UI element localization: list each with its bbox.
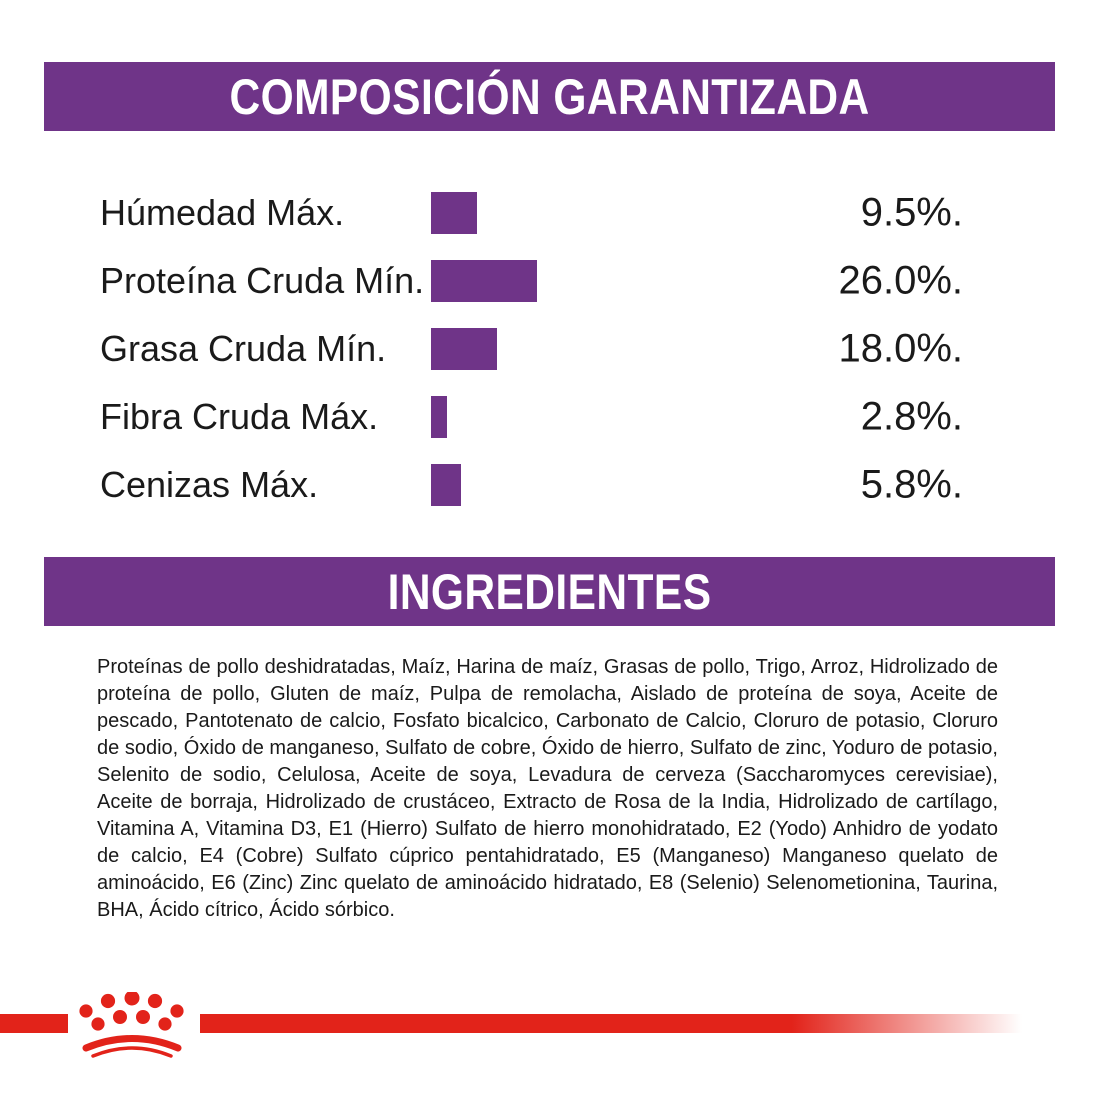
nutrient-label: Fibra Cruda Máx. <box>100 396 379 437</box>
table-row: Cenizas Máx. 5.8%. <box>0 451 1094 519</box>
table-row: Grasa Cruda Mín. 18.0%. <box>0 315 1094 383</box>
nutrient-bar <box>431 192 477 234</box>
nutrient-value: 9.5%. <box>860 190 963 235</box>
table-row: Húmedad Máx. 9.5%. <box>0 179 1094 247</box>
table-row: Fibra Cruda Máx. 2.8%. <box>0 383 1094 451</box>
nutrient-value: 5.8%. <box>860 462 963 507</box>
ingredients-title: INGREDIENTES <box>387 563 712 620</box>
red-divider-line-left <box>0 1014 68 1033</box>
nutrient-label: Grasa Cruda Mín. <box>100 328 387 369</box>
composition-title: COMPOSICIÓN GARANTIZADA <box>229 68 870 125</box>
royal-canin-crown-logo <box>79 992 184 1058</box>
nutrient-bar <box>431 464 461 506</box>
nutrient-value: 2.8%. <box>860 394 963 439</box>
ingredients-header-banner: INGREDIENTES <box>44 557 1055 626</box>
table-row: Proteína Cruda Mín. 26.0%. <box>0 247 1094 315</box>
nutrient-label: Húmedad Máx. <box>100 192 345 233</box>
ingredients-paragraph: Proteínas de pollo deshidratadas, Maíz, … <box>97 656 998 921</box>
nutrient-bar <box>431 328 497 370</box>
composition-header-banner: COMPOSICIÓN GARANTIZADA <box>44 62 1055 131</box>
nutrient-bar <box>431 396 447 438</box>
nutrient-value: 18.0%. <box>838 326 963 371</box>
nutrient-label: Cenizas Máx. <box>100 464 319 505</box>
composition-table: Húmedad Máx. 9.5%. Proteína Cruda Mín. 2… <box>0 179 1094 519</box>
nutrient-value: 26.0%. <box>838 258 963 303</box>
red-divider-line-right <box>200 1014 1022 1033</box>
nutrient-bar <box>431 260 537 302</box>
nutrient-label: Proteína Cruda Mín. <box>100 260 425 301</box>
